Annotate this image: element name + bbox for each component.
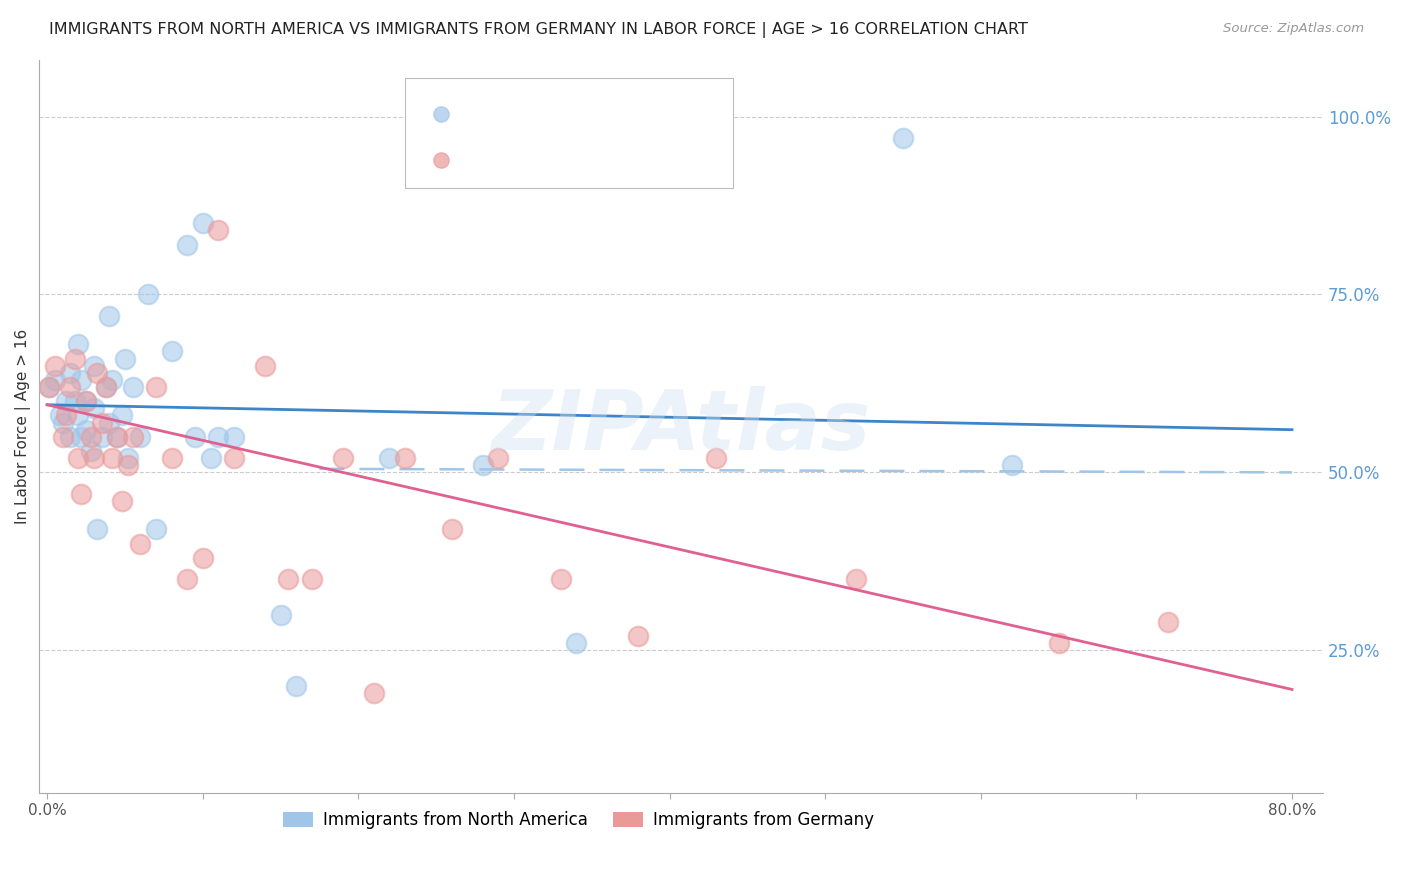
Point bbox=[270, 607, 292, 622]
Point bbox=[565, 636, 588, 650]
Point bbox=[90, 430, 112, 444]
Point bbox=[67, 337, 90, 351]
Text: IMMIGRANTS FROM NORTH AMERICA VS IMMIGRANTS FROM GERMANY IN LABOR FORCE | AGE > : IMMIGRANTS FROM NORTH AMERICA VS IMMIGRA… bbox=[49, 22, 1028, 38]
Point bbox=[96, 380, 118, 394]
Point bbox=[59, 366, 82, 380]
Point bbox=[67, 409, 90, 423]
Point bbox=[75, 394, 97, 409]
Point bbox=[90, 416, 112, 430]
Point bbox=[105, 430, 128, 444]
Point bbox=[111, 493, 134, 508]
Text: Source: ZipAtlas.com: Source: ZipAtlas.com bbox=[1223, 22, 1364, 36]
Point bbox=[48, 409, 70, 423]
Point bbox=[70, 430, 93, 444]
Point bbox=[52, 416, 75, 430]
Point bbox=[86, 366, 108, 380]
Point bbox=[67, 451, 90, 466]
Point bbox=[891, 131, 914, 145]
Point bbox=[145, 522, 167, 536]
Point bbox=[145, 380, 167, 394]
Point bbox=[1156, 615, 1178, 629]
Point bbox=[55, 394, 77, 409]
Point bbox=[101, 373, 124, 387]
Point bbox=[222, 430, 245, 444]
Point bbox=[86, 522, 108, 536]
Point bbox=[550, 572, 572, 586]
Point bbox=[845, 572, 868, 586]
Point bbox=[55, 409, 77, 423]
Point bbox=[70, 487, 93, 501]
Point bbox=[38, 380, 60, 394]
Point bbox=[114, 351, 136, 366]
Text: R = -0.082    N = 45: R = -0.082 N = 45 bbox=[467, 105, 636, 123]
Point bbox=[52, 430, 75, 444]
Point bbox=[378, 451, 401, 466]
Point bbox=[136, 287, 159, 301]
Point bbox=[207, 430, 229, 444]
Text: R = -0.458    N = 40: R = -0.458 N = 40 bbox=[467, 151, 636, 169]
Point bbox=[176, 572, 198, 586]
Legend: Immigrants from North America, Immigrants from Germany: Immigrants from North America, Immigrant… bbox=[277, 805, 880, 836]
Text: ZIPAtlas: ZIPAtlas bbox=[492, 385, 870, 467]
Point bbox=[184, 430, 207, 444]
Point bbox=[627, 629, 650, 643]
Point bbox=[121, 430, 143, 444]
Point bbox=[222, 451, 245, 466]
Y-axis label: In Labor Force | Age > 16: In Labor Force | Age > 16 bbox=[15, 328, 31, 524]
Point bbox=[59, 380, 82, 394]
Point bbox=[96, 380, 118, 394]
Point bbox=[704, 451, 727, 466]
Point bbox=[486, 451, 509, 466]
Point bbox=[207, 223, 229, 237]
Point bbox=[75, 423, 97, 437]
Point bbox=[191, 216, 214, 230]
Point bbox=[160, 344, 183, 359]
Point bbox=[440, 522, 463, 536]
Point bbox=[38, 380, 60, 394]
Point bbox=[105, 430, 128, 444]
Point bbox=[1047, 636, 1070, 650]
Point bbox=[253, 359, 276, 373]
Point bbox=[129, 536, 152, 550]
Point bbox=[59, 430, 82, 444]
Point bbox=[394, 451, 416, 466]
Point bbox=[83, 451, 105, 466]
Point bbox=[63, 351, 86, 366]
Point bbox=[83, 401, 105, 416]
Point bbox=[301, 572, 323, 586]
FancyBboxPatch shape bbox=[405, 78, 733, 188]
Point bbox=[111, 409, 134, 423]
Point bbox=[129, 430, 152, 444]
Point bbox=[79, 444, 101, 458]
Point bbox=[63, 394, 86, 409]
Point bbox=[191, 550, 214, 565]
Point bbox=[160, 451, 183, 466]
Point bbox=[98, 416, 121, 430]
Point bbox=[471, 458, 494, 473]
Point bbox=[277, 572, 299, 586]
Point bbox=[83, 359, 105, 373]
Point bbox=[70, 373, 93, 387]
Point bbox=[176, 237, 198, 252]
Point bbox=[75, 394, 97, 409]
Point bbox=[98, 309, 121, 323]
Point bbox=[79, 430, 101, 444]
Point bbox=[44, 359, 66, 373]
Point bbox=[1001, 458, 1024, 473]
Point bbox=[117, 458, 139, 473]
Point bbox=[200, 451, 222, 466]
Point bbox=[101, 451, 124, 466]
Point bbox=[363, 686, 385, 700]
Point bbox=[117, 451, 139, 466]
Point bbox=[285, 679, 308, 693]
Point bbox=[121, 380, 143, 394]
Point bbox=[332, 451, 354, 466]
Point bbox=[44, 373, 66, 387]
